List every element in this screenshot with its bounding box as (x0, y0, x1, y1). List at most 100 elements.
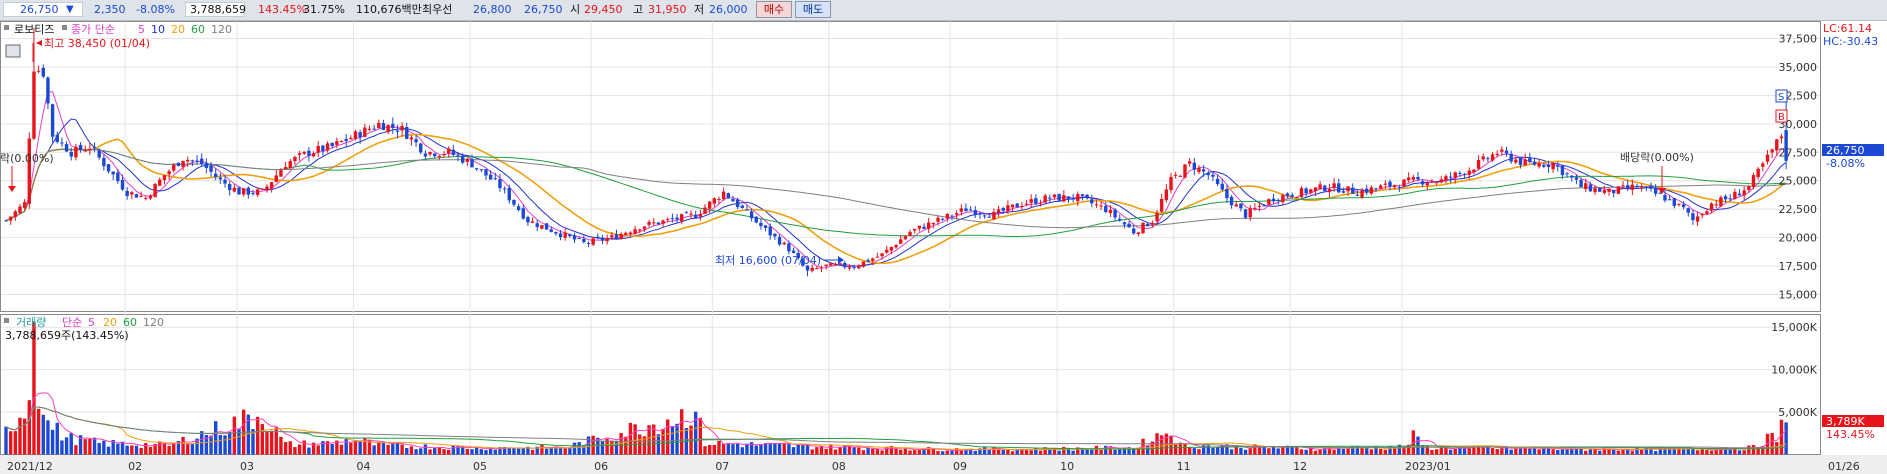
candle (1276, 198, 1280, 205)
candle (544, 223, 549, 230)
candle (460, 153, 465, 165)
candle (1481, 153, 1485, 162)
volume-bar (363, 438, 367, 455)
volume-bar (768, 442, 772, 455)
candle (596, 233, 600, 240)
volume-bar (1560, 449, 1565, 455)
candle (1374, 187, 1378, 193)
candle (582, 235, 586, 244)
low-label: 저 (694, 3, 705, 16)
volume-bar (344, 439, 348, 455)
volume-bar (582, 446, 586, 455)
volume-bar (381, 442, 386, 455)
candle (773, 233, 777, 240)
candle (493, 172, 497, 180)
volume-bar (954, 448, 959, 455)
open-label: 시 (570, 3, 581, 16)
candle (1602, 185, 1607, 195)
volume-bar (1406, 444, 1411, 455)
candle (479, 168, 484, 173)
candle (74, 143, 78, 161)
candle (1616, 186, 1621, 195)
volume-bar (22, 418, 27, 455)
sell-button[interactable]: 매도 (795, 1, 831, 18)
candle (148, 194, 153, 200)
candle (670, 213, 675, 223)
candle (181, 160, 185, 171)
candle (46, 76, 50, 110)
volume-bar (1444, 447, 1448, 455)
candle (1094, 200, 1099, 208)
candle (1192, 157, 1196, 176)
volume-bar (1057, 450, 1061, 455)
candle (922, 223, 926, 230)
grid-icon[interactable] (5, 44, 21, 58)
candle (628, 231, 633, 237)
candle (1406, 172, 1411, 183)
stock-chart[interactable]: 15,000 17,500 20,000 22,500 25,000 27,500 30,0… (0, 20, 1887, 474)
candle (1537, 159, 1541, 169)
candle (232, 184, 237, 193)
volume-bar (880, 450, 884, 455)
candle (1379, 184, 1383, 189)
candle (1570, 175, 1574, 182)
candle (731, 195, 735, 202)
volume-bar (1644, 447, 1649, 455)
buy-button[interactable]: 매수 (756, 1, 792, 18)
volume-bar (801, 444, 805, 455)
volume-bar (610, 440, 614, 455)
candle (1323, 184, 1327, 193)
volume-bar (745, 443, 749, 455)
candle (866, 258, 870, 263)
volume-bar (255, 416, 260, 455)
volume-bar (46, 420, 50, 455)
candle (1402, 179, 1406, 187)
volume-bar (414, 449, 418, 455)
candle (1514, 156, 1518, 165)
candle (656, 222, 661, 225)
volume-bar (1677, 447, 1681, 455)
candle (255, 187, 260, 198)
volume-bar (1709, 450, 1714, 455)
volume-bar (4, 426, 8, 455)
volume-bar (549, 447, 553, 455)
candle (69, 147, 73, 161)
volume-axis-labels: 5,000K 10,000K 15,000K (1771, 321, 1817, 419)
candle (414, 134, 418, 147)
volume-bar (596, 437, 600, 455)
volume-bar (1183, 443, 1187, 455)
candle (381, 119, 386, 131)
volume-bar (1257, 446, 1262, 455)
right-arrow-icon (838, 256, 844, 264)
volume-bar (293, 447, 297, 455)
candle (377, 119, 381, 129)
candle (32, 27, 36, 140)
legend-ma5: 5 (138, 23, 145, 36)
last-volume-pct-label: 143.45% (1826, 428, 1875, 441)
candle (940, 217, 945, 222)
candle (1658, 191, 1662, 194)
volume-bar (1215, 446, 1220, 455)
high-label-text: 최고 38,450 (01/04) (44, 37, 150, 50)
sell-signal-icon (1775, 89, 1788, 103)
candle (1528, 152, 1532, 164)
candle (801, 255, 805, 267)
volume-bar (214, 421, 218, 455)
volume-bar (367, 439, 372, 455)
quote-bar: 26,750 ▼ 2,350 -8.08% 3,788,659 143.45% … (0, 0, 1887, 21)
volume-bar (1062, 446, 1066, 455)
candle (1215, 174, 1220, 187)
volume-bar (358, 440, 362, 455)
candle (428, 151, 432, 157)
candle (1579, 177, 1583, 188)
candle (1663, 190, 1667, 203)
candle (689, 210, 693, 219)
candle (1290, 192, 1294, 199)
candle (167, 169, 171, 180)
candle (768, 223, 772, 240)
candle (908, 229, 912, 237)
candle (1490, 152, 1495, 162)
volume-bar (1150, 441, 1155, 455)
candle (1467, 167, 1471, 180)
price-tick-label: 35,000 (1779, 61, 1818, 74)
